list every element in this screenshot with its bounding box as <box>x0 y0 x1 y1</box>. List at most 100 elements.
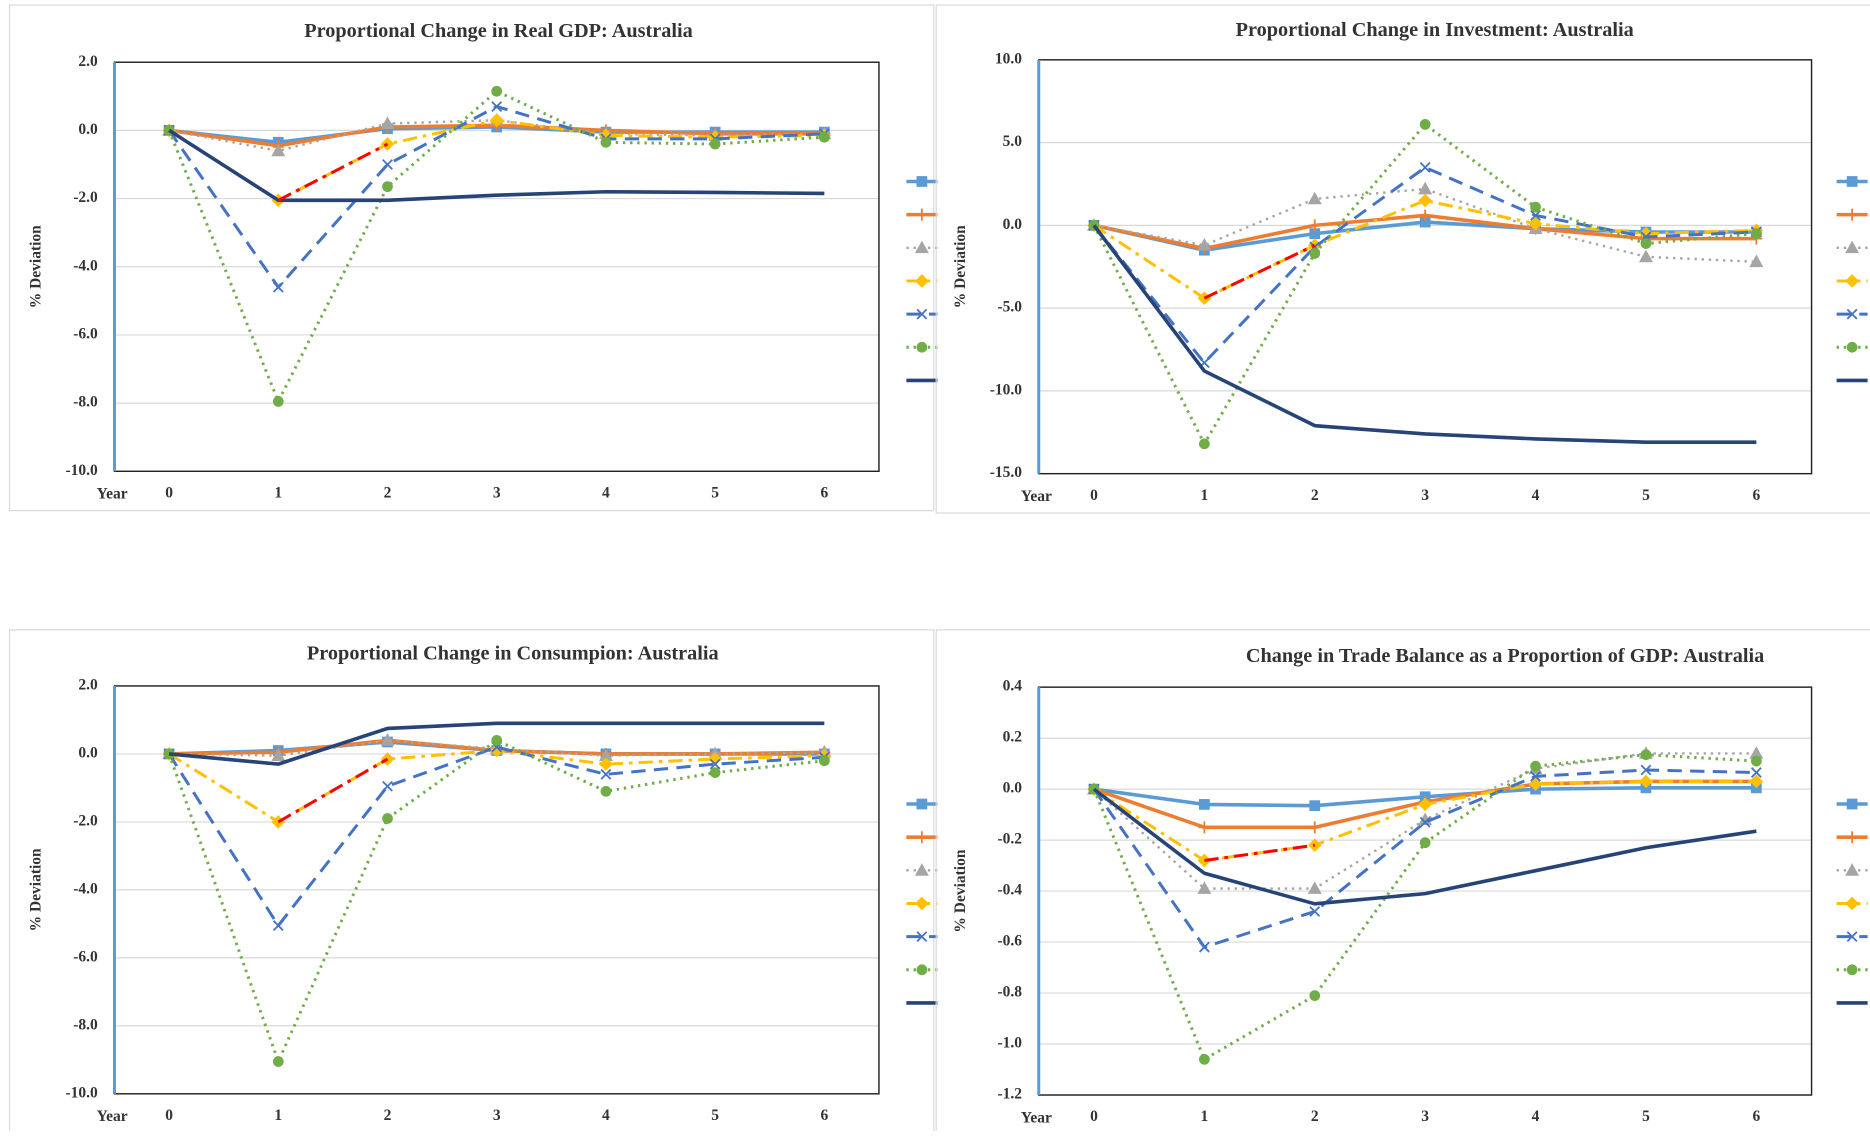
marker <box>1198 821 1211 834</box>
legend-key <box>906 240 938 254</box>
chart-panel: Change in Trade Balance as a Proportion … <box>935 629 1870 1136</box>
marker <box>1418 193 1432 208</box>
legend-key <box>906 863 938 876</box>
marker <box>272 396 284 407</box>
marker <box>1750 228 1762 240</box>
chart-title: Proportional Change in Consumpion: Austr… <box>307 643 719 665</box>
series-line <box>1092 224 1757 445</box>
legend-key <box>906 931 938 943</box>
marker <box>1846 341 1858 353</box>
y-tick-label: -4.0 <box>73 880 98 897</box>
x-tick-label: 3 <box>1421 487 1429 504</box>
marker <box>1198 941 1210 953</box>
legend-key <box>1836 831 1868 844</box>
y-tick-label: -0.4 <box>998 882 1023 899</box>
y-tick-label: -0.8 <box>998 984 1023 1001</box>
x-axis-label: Year <box>97 1108 128 1125</box>
x-tick-label: 6 <box>820 1107 828 1124</box>
legend-key <box>1836 308 1868 320</box>
marker <box>916 176 928 187</box>
panel-border <box>8 629 935 1136</box>
x-axis-label: Year <box>1021 488 1052 505</box>
y-axis-label: % Deviation <box>952 849 969 932</box>
x-tick-label: 2 <box>1311 487 1319 504</box>
marker <box>1528 777 1543 791</box>
legend-key <box>906 964 938 976</box>
y-tick-label: -1.0 <box>998 1035 1023 1052</box>
marker <box>1845 863 1860 876</box>
marker <box>491 101 503 112</box>
x-axis-label: Year <box>97 486 128 503</box>
chart-panel: Proportional Change in Real GDP: Austral… <box>8 4 938 512</box>
x-tick-label: 1 <box>274 485 282 502</box>
legend-key <box>1836 863 1868 876</box>
marker <box>709 138 721 150</box>
chart-title: Proportional Change in Investment: Austr… <box>1236 19 1634 41</box>
x-tick-label: 4 <box>1532 1108 1540 1125</box>
series-line <box>168 749 825 824</box>
y-tick-label: 0.0 <box>78 744 98 761</box>
marker <box>1846 176 1858 187</box>
series-line <box>1204 843 1315 862</box>
marker <box>491 734 503 746</box>
legend-key <box>1836 240 1868 254</box>
marker <box>1845 240 1860 254</box>
marker <box>382 780 393 792</box>
x-tick-label: 3 <box>493 1107 501 1124</box>
legend-key <box>906 274 938 288</box>
x-tick-label: 0 <box>1090 487 1098 504</box>
marker <box>1307 881 1322 894</box>
marker <box>271 748 286 761</box>
y-tick-label: -6.0 <box>73 325 98 342</box>
x-tick-label: 1 <box>274 1107 282 1124</box>
marker <box>914 863 929 876</box>
y-tick-label: 10.0 <box>995 50 1022 67</box>
x-tick-label: 5 <box>1642 487 1650 504</box>
x-tick-label: 5 <box>711 485 719 502</box>
marker <box>1639 774 1653 789</box>
panel-border <box>8 4 935 512</box>
x-tick-label: 5 <box>1642 1108 1650 1125</box>
series-line <box>1092 122 1757 446</box>
marker <box>1307 191 1322 205</box>
marker <box>599 757 613 771</box>
marker <box>1845 274 1859 288</box>
marker <box>272 920 284 931</box>
marker <box>491 85 503 97</box>
marker <box>1197 881 1212 894</box>
x-tick-label: 1 <box>1200 1108 1208 1125</box>
legend-key <box>906 208 938 221</box>
legend-key <box>1836 931 1868 943</box>
y-tick-label: -10.0 <box>65 1084 98 1101</box>
marker <box>1530 770 1541 782</box>
marker <box>916 308 928 320</box>
marker <box>1419 162 1431 173</box>
series-line <box>168 721 825 766</box>
x-tick-label: 3 <box>1421 1108 1429 1125</box>
marker <box>1530 210 1541 221</box>
marker <box>380 116 395 129</box>
legend-key <box>1836 964 1868 976</box>
marker <box>1750 755 1762 767</box>
legend-key <box>1836 896 1868 911</box>
marker <box>818 131 830 143</box>
x-tick-label: 0 <box>1090 1108 1098 1125</box>
series-line <box>277 757 389 824</box>
marker <box>1418 181 1433 195</box>
marker <box>1197 238 1212 251</box>
marker <box>1419 119 1431 130</box>
y-tick-label: -2.0 <box>73 189 98 206</box>
marker <box>1845 896 1859 911</box>
x-tick-label: 5 <box>711 1107 719 1124</box>
marker <box>1309 248 1321 259</box>
chart-title: Proportional Change in Real GDP: Austral… <box>304 20 693 42</box>
marker <box>1846 964 1858 976</box>
marker <box>818 755 830 767</box>
marker <box>600 136 612 148</box>
marker <box>1749 254 1764 268</box>
y-tick-label: -6.0 <box>73 948 98 965</box>
marker <box>271 143 286 157</box>
marker <box>382 813 393 824</box>
x-tick-label: 2 <box>384 485 392 502</box>
marker <box>1198 1053 1210 1065</box>
